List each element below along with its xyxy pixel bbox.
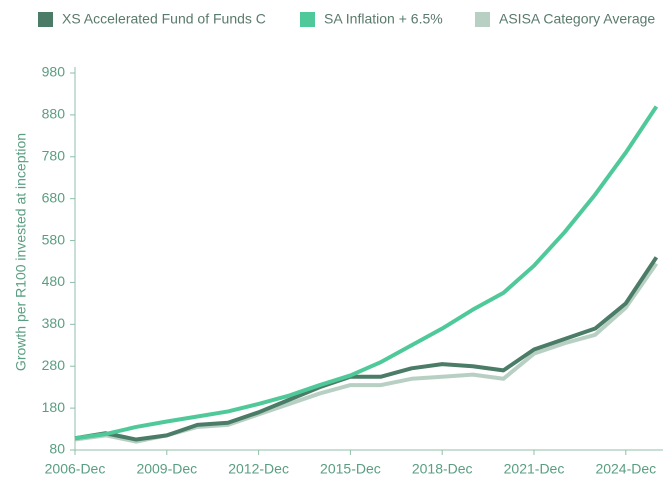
legend-label: SA Inflation + 6.5%: [324, 11, 443, 27]
x-tick-label: 2009-Dec: [136, 461, 197, 477]
legend-swatch: [38, 12, 53, 27]
x-tick-label: 2006-Dec: [45, 461, 106, 477]
series-line: [74, 262, 659, 444]
series-line: [74, 256, 659, 442]
y-tick-label: 180: [42, 399, 66, 415]
x-tick-label: 2021-Dec: [504, 461, 565, 477]
series-line: [74, 105, 659, 441]
x-tick-label: 2015-Dec: [320, 461, 381, 477]
y-tick-label: 380: [42, 315, 66, 331]
legend-label: XS Accelerated Fund of Funds C: [62, 11, 266, 27]
legend-label: ASISA Category Average: [499, 11, 655, 27]
y-tick-label: 780: [42, 147, 66, 163]
legend-swatch: [475, 12, 490, 27]
y-tick-label: 680: [42, 189, 66, 205]
y-tick-label: 280: [42, 357, 66, 373]
x-tick-label: 2012-Dec: [228, 461, 289, 477]
legend-swatch: [300, 12, 315, 27]
y-tick-label: 80: [49, 441, 65, 457]
y-tick-label: 980: [42, 64, 66, 80]
y-axis-label: Growth per R100 invested at inception: [13, 133, 29, 371]
y-tick-label: 480: [42, 273, 66, 289]
x-tick-label: 2018-Dec: [412, 461, 473, 477]
y-tick-label: 580: [42, 231, 66, 247]
x-tick-label: 2024-Dec: [595, 461, 656, 477]
y-tick-label: 880: [42, 106, 66, 122]
